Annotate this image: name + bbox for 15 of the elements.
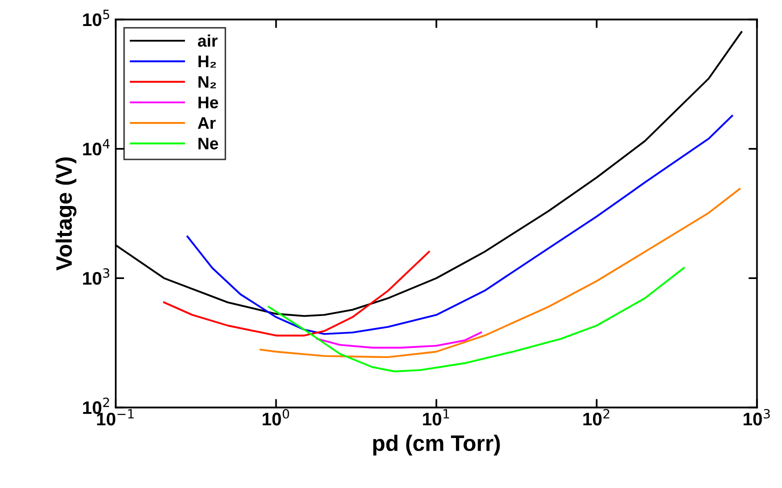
y-tick-label: 10$^{5}$ <box>83 10 110 26</box>
x-axis-title: pd (cm Torr) <box>373 434 500 456</box>
y-tick-label: 10$^{3}$ <box>83 268 110 285</box>
x-tick-label: 10$^{2}$ <box>583 408 610 426</box>
x-tick-label: 10$^{0}$ <box>262 408 290 426</box>
legend-label: N₂ <box>198 76 216 88</box>
x-tick-label: 10$^{1}$ <box>423 409 450 426</box>
legend-label: Ne <box>198 138 218 150</box>
x-tick-label: 10$^{3}$ <box>744 408 770 426</box>
legend-label: He <box>198 96 218 108</box>
legend-label: Ar <box>198 117 216 129</box>
y-axis-title: Voltage (V) <box>56 157 76 271</box>
legend-label: H₂ <box>198 56 216 68</box>
y-tick-label: 10$^{4}$ <box>83 139 110 156</box>
legend-label: air <box>198 34 218 47</box>
